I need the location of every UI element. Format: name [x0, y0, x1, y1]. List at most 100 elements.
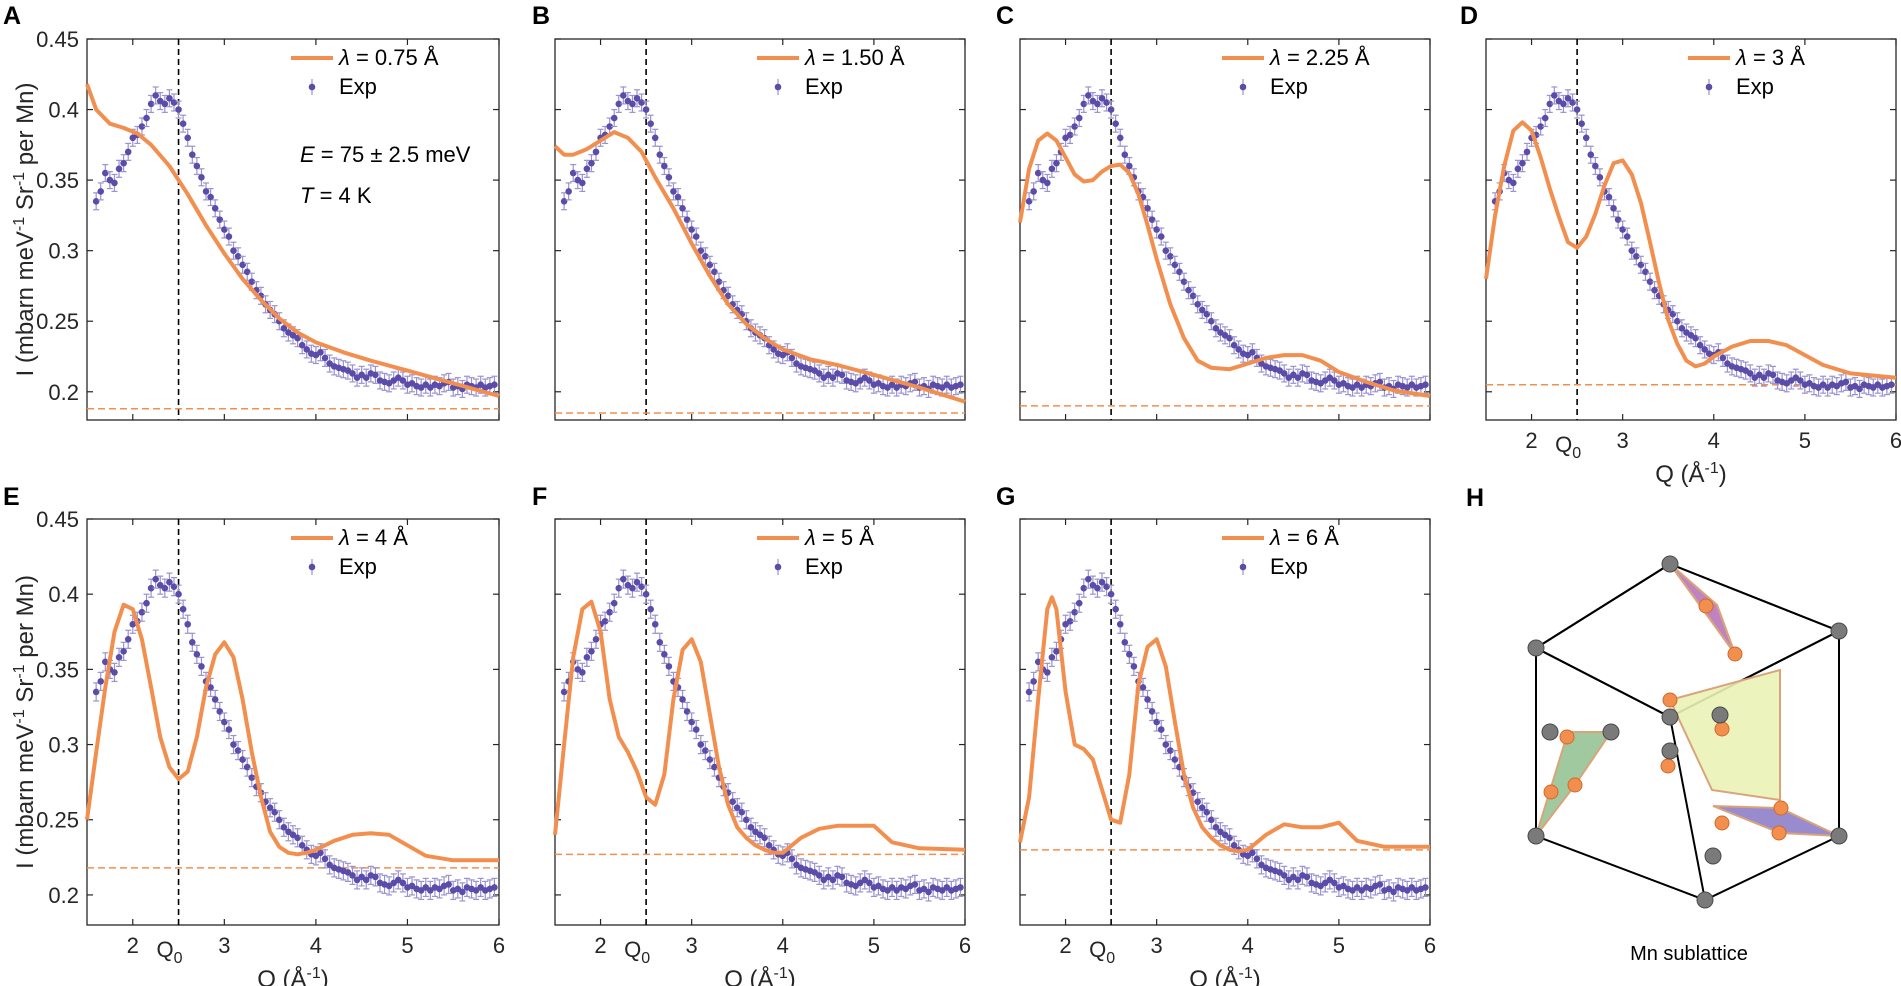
y-axis-label-part: I (mbarn meV [12, 231, 39, 376]
exp-point [124, 148, 132, 156]
exp-point [102, 169, 109, 177]
exp-point [601, 617, 609, 625]
exp-point [1112, 605, 1119, 613]
exp-point [1280, 370, 1288, 377]
legend-exp-label-part: Exp [805, 554, 843, 579]
atom-grey [1602, 723, 1620, 741]
exp-point [683, 708, 691, 715]
exp-point [202, 188, 210, 195]
x-tick-label: 2 [594, 933, 606, 958]
y-axis-label-part: -1 [11, 172, 28, 186]
exp-point [491, 884, 498, 891]
atom-orange [1662, 692, 1678, 708]
exp-point [1171, 756, 1179, 763]
exp-point [1157, 233, 1165, 240]
exp-point [216, 708, 224, 715]
atom-orange [1543, 784, 1559, 800]
exp-point [1167, 747, 1174, 754]
legend-model-label-part: = 5 Å [816, 525, 874, 550]
legend-exp-label: Exp [339, 74, 377, 99]
y-tick-label: 0.35 [36, 657, 79, 682]
q0-label: Q0 [1555, 432, 1581, 462]
atom-grey [1661, 555, 1679, 573]
exp-point [629, 100, 636, 108]
y-axis-label-part: per Mn) [12, 575, 39, 664]
exp-point [1116, 620, 1124, 628]
y-axis-label: I (mbarn meV-1 Sr-1 per Mn) [11, 575, 39, 869]
x-tick-label: 5 [1799, 428, 1811, 453]
exp-point [321, 354, 329, 362]
exp-point [1523, 148, 1531, 156]
exp-point [620, 575, 627, 583]
exp-point [1162, 741, 1170, 748]
annotation-energy-part: = 75 ± 2.5 meV [315, 142, 471, 167]
exp-point [957, 884, 964, 891]
x-axis-label-part: -1 [1705, 460, 1719, 477]
exp-point [1573, 106, 1581, 113]
atom-grey [1711, 706, 1729, 724]
q0-label-part: Q [624, 937, 641, 962]
atom-orange [1660, 758, 1676, 774]
exp-point [124, 635, 132, 643]
exp-point [147, 584, 155, 592]
panel-h-letter: H [1466, 484, 1484, 512]
exp-point [303, 346, 311, 353]
exp-point [674, 193, 682, 201]
exp-point [765, 842, 773, 849]
legend-model-label-part: λ [338, 45, 350, 70]
exp-point [1126, 162, 1133, 170]
legend-model-label-part: = 3 Å [1747, 45, 1805, 70]
exp-point [706, 756, 714, 763]
exp-point [692, 233, 700, 240]
exp-point [349, 370, 356, 377]
exp-point [1564, 94, 1572, 102]
exp-point [1025, 197, 1033, 205]
legend-exp-label: Exp [805, 74, 843, 99]
exp-point [1053, 648, 1060, 655]
exp-point [615, 100, 623, 108]
annotation-temperature: T = 4 K [300, 183, 372, 208]
exp-point [1153, 226, 1160, 233]
exp-point [1194, 798, 1201, 805]
exp-point [1107, 590, 1115, 598]
atom-orange [1714, 815, 1730, 831]
exp-point [1235, 346, 1242, 353]
exp-point [1253, 855, 1261, 863]
exp-point [1085, 575, 1092, 583]
atom-orange [1567, 777, 1583, 793]
atom-orange [1559, 729, 1575, 745]
atom-orange [1698, 598, 1714, 614]
x-axis-label-part: Q (Å [1655, 460, 1704, 488]
exp-point [1669, 310, 1677, 318]
exp-point [1692, 334, 1699, 342]
x-axis-label-part: -1 [1239, 965, 1253, 982]
y-tick-label: 0.2 [48, 883, 79, 908]
exp-point [175, 590, 182, 598]
exp-point [115, 654, 123, 661]
exp-point [1121, 639, 1129, 646]
exp-point [211, 696, 219, 703]
exp-point [1194, 300, 1201, 308]
exp-point [1642, 268, 1649, 276]
exp-point [1610, 205, 1617, 212]
exp-point [399, 377, 407, 384]
exp-point [1048, 165, 1056, 173]
exp-point [1230, 341, 1238, 349]
exp-point [688, 226, 695, 233]
exp-point [1044, 179, 1051, 187]
exp-point [1066, 617, 1074, 625]
exp-point [211, 205, 219, 212]
exp-point [1107, 106, 1115, 113]
q0-label-part: 0 [1572, 445, 1581, 462]
x-axis-label-part: ) [788, 966, 796, 986]
panel-h-caption: Mn sublattice [1630, 943, 1748, 965]
panel-b: Bλ = 1.50 Å Exp [532, 2, 966, 421]
exp-point [633, 94, 641, 102]
legend-exp-label: Exp [339, 554, 377, 579]
x-tick-label: 3 [1151, 933, 1163, 958]
y-tick-label: 0.25 [36, 309, 79, 334]
exp-point [651, 134, 659, 142]
x-axis-label-part: Q (Å [1189, 965, 1238, 986]
exp-point [266, 804, 274, 812]
exp-point [615, 584, 623, 592]
